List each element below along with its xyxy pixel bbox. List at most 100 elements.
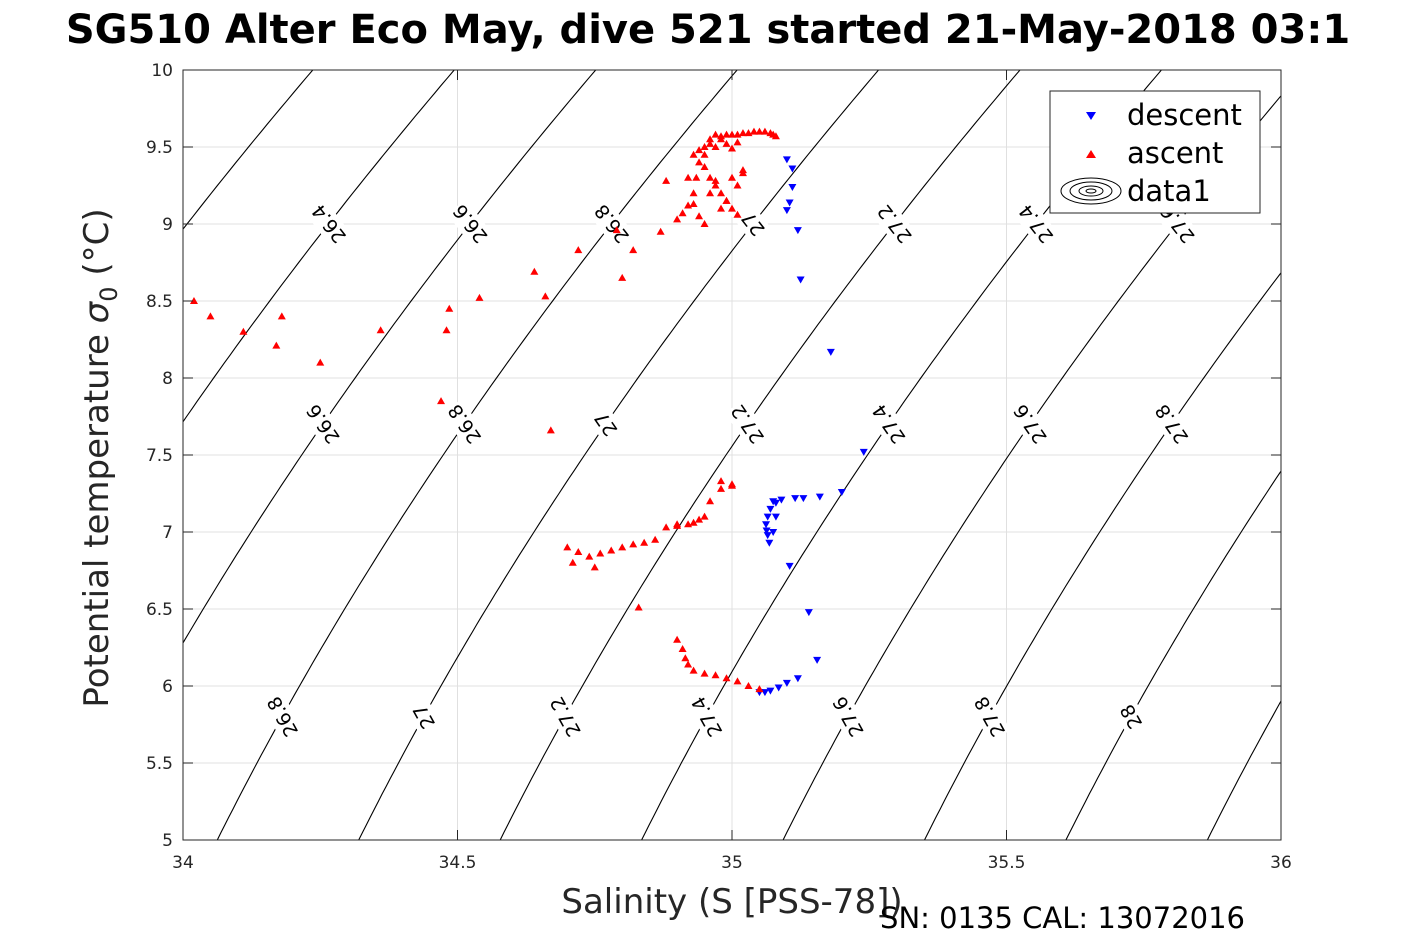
ascent-point [618, 543, 627, 551]
descent-point [796, 276, 805, 284]
descent-point [765, 539, 774, 547]
ascent-point [733, 181, 742, 189]
ascent-point [695, 212, 704, 220]
ascent-point [695, 146, 704, 154]
ascent-point [189, 297, 198, 304]
ascent-point [530, 267, 539, 275]
legend-ascent-label: ascent [1127, 136, 1223, 170]
ascent-point [706, 135, 715, 143]
ascent-point [272, 341, 281, 349]
x-axis-label: Salinity (S [PSS-78]) [561, 882, 902, 922]
contour-label-bg [826, 691, 870, 742]
descent-point [813, 656, 822, 664]
ascent-point [656, 227, 665, 235]
serial-calibration-note: SN: 0135 CAL: 13072016 [880, 901, 1245, 935]
ascent-point [738, 129, 747, 137]
ascent-point [585, 552, 594, 560]
ascent-point [717, 189, 726, 197]
contour-label-group: 27.6 [1007, 399, 1053, 450]
ascent-point [706, 497, 715, 505]
descent-point [782, 156, 791, 164]
y-tick-label: 7.5 [146, 446, 173, 466]
ascent-point [678, 645, 687, 653]
ascent-point [618, 273, 627, 281]
descent-point [791, 495, 800, 503]
ascent-point [700, 150, 709, 158]
isopycnal-line [183, 70, 314, 231]
ascent-point [728, 144, 736, 152]
ascent-point [689, 199, 698, 207]
ascent-point [563, 543, 572, 551]
ascent-point [700, 143, 709, 150]
descent-point [769, 529, 778, 536]
descent-point [815, 493, 824, 501]
y-tick-label: 10 [151, 61, 173, 81]
ascent-point [733, 210, 742, 218]
contour-label-bg [446, 199, 493, 249]
descent-point [762, 521, 771, 529]
ascent-point [771, 132, 780, 140]
legend: descent ascent data1 [1049, 90, 1261, 214]
ascent-point [574, 246, 583, 254]
descent-point [760, 689, 769, 697]
descent-point [859, 448, 868, 456]
contour-label-bg [685, 691, 728, 742]
ascent-point [681, 654, 690, 662]
contour-label-bg [305, 199, 352, 249]
contour-label-bg [1109, 691, 1152, 742]
ascent-point [711, 671, 720, 679]
ascent-point [728, 481, 736, 489]
ascent-point [695, 515, 704, 523]
contour-label-bg [729, 199, 776, 249]
y-tick-label: 9 [162, 215, 173, 235]
ascent-point [711, 176, 720, 184]
ascent-point [541, 292, 550, 300]
descent-point [785, 199, 794, 207]
contour-label-bg [871, 199, 918, 249]
ascent-point [678, 209, 687, 217]
descent-point [826, 348, 835, 356]
ascent-point [662, 523, 671, 531]
y-tick-label: 8 [162, 369, 173, 389]
ascent-point [574, 548, 583, 556]
ascent-point [376, 326, 385, 334]
isopycnal-line [183, 70, 597, 644]
ascent-point [673, 215, 682, 223]
ascent-point [744, 682, 753, 689]
contour-label-bg [441, 399, 487, 450]
isopycnal-line [183, 70, 455, 423]
descent-point [837, 488, 846, 496]
x-tick-label: 36 [1270, 853, 1292, 873]
contour-label-bg [968, 691, 1011, 742]
legend-box [1049, 90, 1261, 214]
y-tick-label: 7 [162, 523, 173, 543]
descent-point [763, 532, 772, 540]
descent-point [769, 498, 778, 506]
ascent-point [277, 312, 286, 320]
y-tick-label: 8.5 [146, 292, 173, 312]
x-tick-label: 34 [172, 853, 194, 873]
ascent-point [717, 484, 726, 492]
isopycnal-line [1206, 699, 1281, 840]
ascent-point [596, 549, 605, 557]
chart-title: SG510 Alter Eco May, dive 521 started 21… [66, 7, 1350, 53]
descent-legend-marker [1086, 112, 1096, 120]
ascent-point [755, 127, 764, 135]
ascent-point [700, 512, 709, 520]
descent-point [774, 684, 783, 692]
ascent-point [738, 166, 747, 174]
contour-label-bg [583, 399, 628, 450]
ascent-point [206, 312, 215, 320]
ascent-point [612, 226, 621, 234]
legend-descent-label: descent [1127, 98, 1242, 132]
contour-label-bg [588, 199, 635, 249]
x-tick-label: 34.5 [439, 853, 477, 873]
isopycnal-line [1341, 55, 1417, 856]
ascent-point [662, 176, 671, 184]
ascent-point [711, 143, 720, 150]
descent-point [804, 609, 813, 617]
descent-point [762, 527, 771, 535]
ascent-point [722, 674, 731, 682]
descent-point [777, 496, 786, 504]
ascent-point [728, 173, 736, 181]
